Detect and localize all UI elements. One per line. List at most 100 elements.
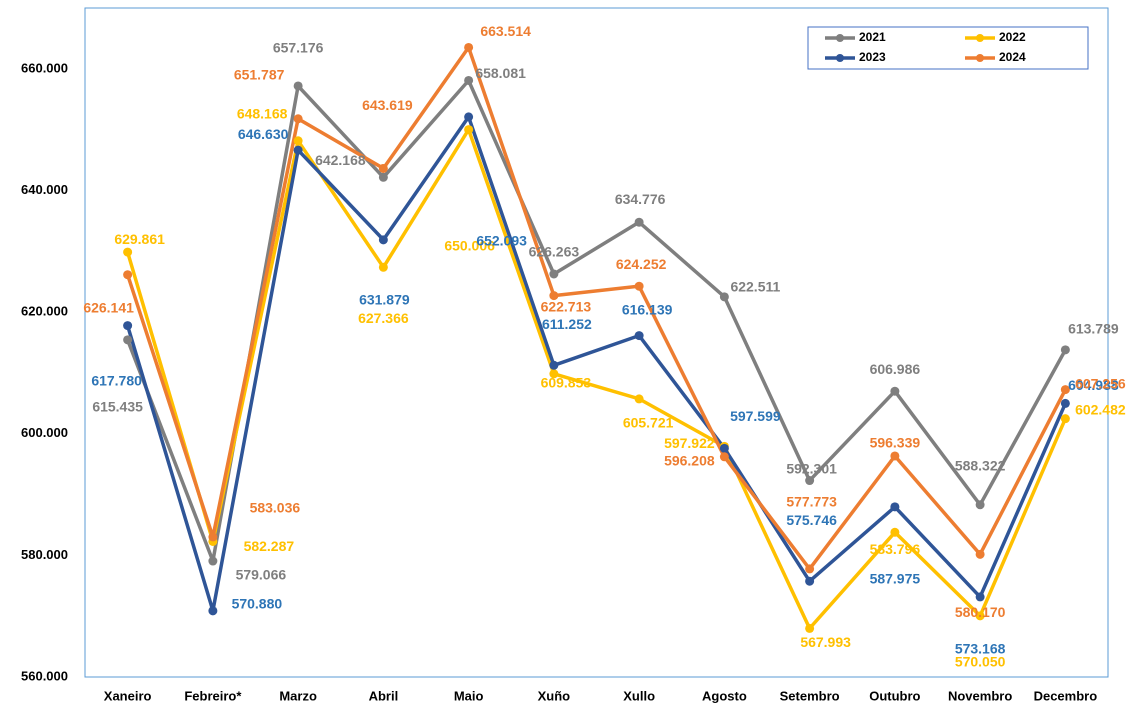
data-label: 622.713 xyxy=(541,298,592,314)
point-marker xyxy=(890,502,900,512)
data-label: 626.263 xyxy=(529,244,580,260)
y-tick-label: 600.000 xyxy=(21,425,68,440)
legend-marker xyxy=(836,54,844,62)
data-label: 575.746 xyxy=(786,512,837,528)
data-label: 622.511 xyxy=(730,279,780,295)
data-label: 650.006 xyxy=(444,237,495,253)
point-marker xyxy=(719,452,729,462)
point-marker xyxy=(293,81,303,91)
y-tick-label: 580.000 xyxy=(21,547,68,562)
data-label: 573.168 xyxy=(955,641,1006,657)
legend-label: 2023 xyxy=(859,50,886,64)
labels-layer: 615.435 579.066 657.176 642.168 658.081 626.2… xyxy=(83,23,1126,669)
point-marker xyxy=(208,606,218,616)
point-marker xyxy=(293,136,303,146)
point-marker xyxy=(1060,345,1070,355)
legend-label: 2022 xyxy=(999,30,1026,44)
data-label: 588.322 xyxy=(955,457,1006,473)
x-tick-label: Agosto xyxy=(702,688,747,703)
data-label: 643.619 xyxy=(362,97,413,113)
data-label: 582.287 xyxy=(244,538,295,554)
data-label: 617.780 xyxy=(91,372,142,388)
point-marker xyxy=(293,114,303,124)
point-marker xyxy=(464,75,474,85)
data-label: 646.630 xyxy=(238,126,289,142)
x-tick-label: Outubro xyxy=(869,688,920,703)
data-label: 631.879 xyxy=(359,292,410,308)
data-label: 627.366 xyxy=(358,310,409,326)
data-label: 597.599 xyxy=(730,408,781,424)
point-marker xyxy=(975,592,985,602)
legend-box xyxy=(807,26,1089,70)
point-marker xyxy=(378,262,388,272)
x-tick-label: Marzo xyxy=(279,688,317,703)
legend-marker xyxy=(836,34,844,42)
point-marker xyxy=(1060,414,1070,424)
data-label: 607.256 xyxy=(1075,375,1126,391)
data-label: 663.514 xyxy=(480,23,531,39)
data-label: 587.975 xyxy=(870,571,921,587)
data-label: 634.776 xyxy=(615,191,666,207)
point-marker xyxy=(293,145,303,155)
data-label: 652.093 xyxy=(476,233,527,249)
point-marker xyxy=(805,476,815,486)
data-label: 613.789 xyxy=(1068,321,1119,337)
point-marker xyxy=(464,112,474,122)
point-marker xyxy=(719,443,729,453)
point-marker xyxy=(464,125,474,135)
point-marker xyxy=(123,321,133,331)
point-marker xyxy=(890,451,900,461)
x-tick-label: Novembro xyxy=(948,688,1012,703)
point-marker xyxy=(634,217,644,227)
grid-layer: 560.000 580.000 600.000 620.000 640.000 660.0… xyxy=(21,60,1097,703)
x-tick-label: Xuño xyxy=(538,688,571,703)
data-label: 583.036 xyxy=(250,500,301,516)
data-label: 583.796 xyxy=(870,541,921,557)
series-line xyxy=(125,115,1068,613)
point-marker xyxy=(805,576,815,586)
point-marker xyxy=(634,281,644,291)
data-label: 609.853 xyxy=(541,375,592,391)
point-marker xyxy=(634,394,644,404)
point-marker xyxy=(208,556,218,566)
point-marker xyxy=(549,291,559,301)
data-label: 596.339 xyxy=(870,435,921,451)
point-marker xyxy=(975,500,985,510)
point-marker xyxy=(378,235,388,245)
data-label: 602.482 xyxy=(1075,401,1126,417)
x-tick-label: Febreiro* xyxy=(184,688,242,703)
data-label: 626.141 xyxy=(83,299,134,315)
data-label: 651.787 xyxy=(234,66,285,82)
y-tick-label: 660.000 xyxy=(21,60,68,75)
point-marker xyxy=(890,527,900,537)
point-marker xyxy=(378,163,388,173)
data-label: 616.139 xyxy=(622,301,673,317)
lines-layer xyxy=(123,42,1070,633)
point-marker xyxy=(1060,385,1070,395)
data-label: 648.168 xyxy=(237,105,288,121)
series-line xyxy=(125,45,1067,571)
data-label: 605.721 xyxy=(623,415,674,431)
point-marker xyxy=(975,611,985,621)
x-tick-label: Setembro xyxy=(780,688,840,703)
point-marker xyxy=(378,172,388,182)
point-marker xyxy=(1060,398,1070,408)
series-line xyxy=(125,78,1067,563)
y-tick-label: 620.000 xyxy=(21,304,68,319)
x-tick-label: Decembro xyxy=(1034,688,1098,703)
legend-marker xyxy=(976,34,984,42)
data-label: 615.435 xyxy=(92,399,143,415)
point-marker xyxy=(719,292,729,302)
y-tick-label: 560.000 xyxy=(21,668,68,683)
point-marker xyxy=(123,335,133,345)
x-tick-label: Xullo xyxy=(623,688,655,703)
y-tick-label: 640.000 xyxy=(21,182,68,197)
data-label: 597.922 xyxy=(664,435,715,451)
data-label: 570.880 xyxy=(232,596,283,612)
point-marker xyxy=(123,270,133,280)
data-label: 611.252 xyxy=(542,316,592,332)
plot-area xyxy=(84,7,1109,678)
point-marker xyxy=(805,623,815,633)
